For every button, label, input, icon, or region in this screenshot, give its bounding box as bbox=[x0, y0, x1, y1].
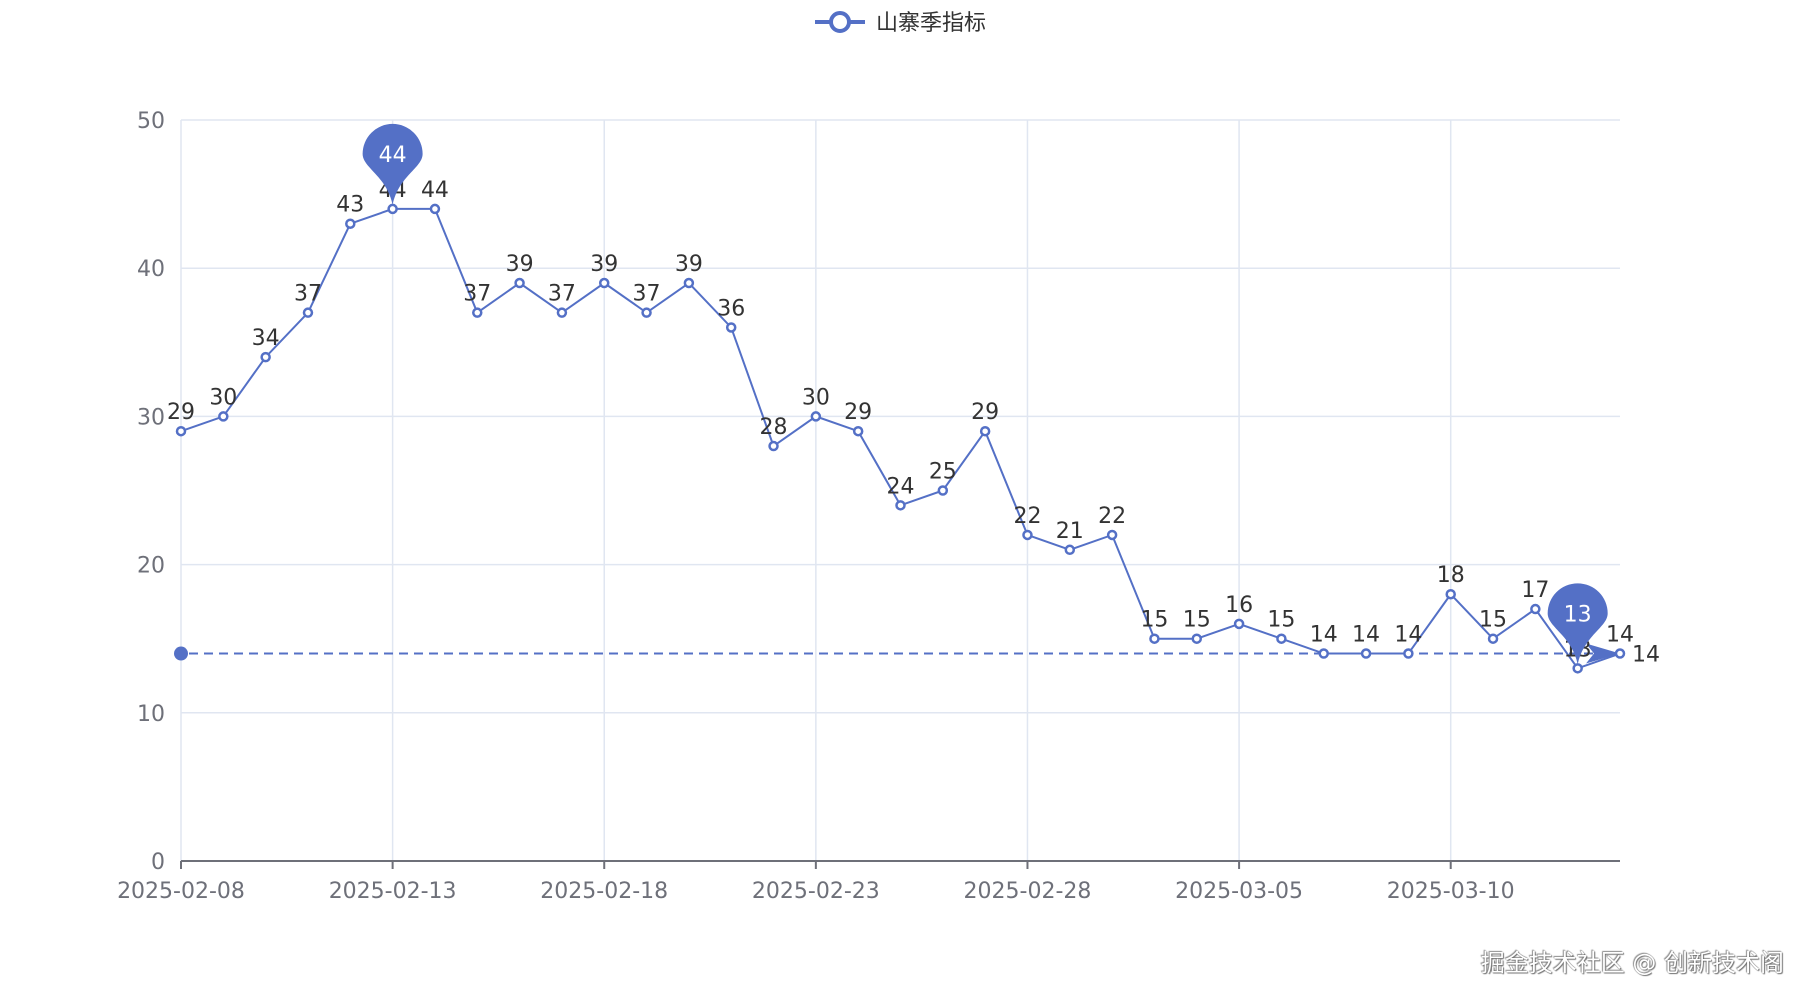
data-point[interactable] bbox=[1149, 633, 1160, 644]
x-tick-label: 2025-02-13 bbox=[329, 879, 457, 904]
data-label: 29 bbox=[844, 400, 872, 425]
y-tick-label: 30 bbox=[137, 405, 165, 430]
data-label: 39 bbox=[506, 252, 534, 277]
data-point[interactable] bbox=[260, 351, 271, 363]
pin-label: 13 bbox=[1564, 602, 1592, 627]
data-label: 14 bbox=[1352, 623, 1380, 648]
legend[interactable]: 山寨季指标 bbox=[815, 11, 986, 36]
data-point[interactable] bbox=[641, 307, 652, 318]
x-tick-label: 2025-02-18 bbox=[540, 879, 668, 904]
data-point[interactable] bbox=[1106, 529, 1118, 541]
data-label: 37 bbox=[633, 282, 661, 307]
data-label: 37 bbox=[463, 282, 491, 307]
y-tick-label: 10 bbox=[137, 702, 165, 727]
data-point[interactable] bbox=[768, 440, 779, 452]
data-label: 39 bbox=[590, 252, 618, 277]
data-point[interactable] bbox=[429, 203, 441, 215]
legend-label[interactable]: 山寨季指标 bbox=[876, 11, 986, 36]
data-label: 15 bbox=[1140, 608, 1168, 633]
data-label: 18 bbox=[1437, 563, 1465, 588]
data-point[interactable] bbox=[1572, 663, 1583, 674]
y-tick-label: 50 bbox=[137, 109, 165, 134]
data-label: 16 bbox=[1225, 593, 1253, 618]
series-line bbox=[175, 203, 1626, 674]
data-point[interactable] bbox=[1191, 633, 1203, 644]
mark-points: 44 13 bbox=[362, 123, 1608, 665]
data-point[interactable] bbox=[302, 307, 314, 318]
data-point[interactable] bbox=[1614, 648, 1626, 659]
data-label: 37 bbox=[548, 282, 576, 307]
data-label: 15 bbox=[1183, 608, 1211, 633]
data-point[interactable] bbox=[979, 425, 991, 437]
y-axis: 0 10 20 30 40 50 bbox=[137, 109, 165, 875]
data-label: 43 bbox=[336, 193, 364, 218]
x-tick-label: 2025-03-05 bbox=[1175, 879, 1303, 904]
data-labels: 2930343743444437393739373936283029242529… bbox=[167, 178, 1634, 662]
data-point[interactable] bbox=[218, 411, 229, 422]
x-axis: 2025-02-08 2025-02-13 2025-02-18 2025-02-23… bbox=[117, 860, 1620, 904]
data-point[interactable] bbox=[937, 485, 949, 496]
data-point[interactable] bbox=[683, 277, 695, 289]
data-label: 29 bbox=[167, 400, 195, 425]
data-point[interactable] bbox=[1233, 618, 1245, 630]
data-point[interactable] bbox=[1276, 633, 1287, 644]
data-label: 30 bbox=[802, 385, 830, 410]
data-label: 21 bbox=[1056, 519, 1084, 544]
data-label: 17 bbox=[1521, 578, 1549, 603]
data-label: 22 bbox=[1098, 504, 1126, 529]
data-point[interactable] bbox=[387, 203, 398, 215]
pin-max[interactable] bbox=[362, 123, 423, 205]
data-label: 29 bbox=[971, 400, 999, 425]
data-point[interactable] bbox=[1487, 633, 1499, 644]
data-label: 34 bbox=[252, 326, 280, 351]
data-label: 44 bbox=[421, 178, 449, 203]
legend-icon bbox=[829, 11, 851, 33]
data-label: 14 bbox=[1606, 623, 1634, 648]
data-point[interactable] bbox=[852, 425, 864, 437]
data-label: 24 bbox=[887, 474, 915, 499]
data-label: 39 bbox=[675, 252, 703, 277]
data-label: 15 bbox=[1267, 608, 1295, 633]
y-tick-label: 20 bbox=[137, 554, 165, 579]
pin-min[interactable] bbox=[1547, 583, 1608, 665]
x-tick-label: 2025-02-08 bbox=[117, 879, 245, 904]
data-point[interactable] bbox=[1530, 603, 1541, 615]
data-label: 37 bbox=[294, 282, 322, 307]
pin-label: 44 bbox=[379, 143, 407, 168]
data-label: 22 bbox=[1013, 504, 1041, 529]
data-label: 28 bbox=[760, 415, 788, 440]
data-point[interactable] bbox=[598, 277, 610, 289]
data-point[interactable] bbox=[514, 277, 525, 289]
grid-lines bbox=[180, 119, 1620, 861]
data-point[interactable] bbox=[175, 425, 187, 437]
x-tick-label: 2025-02-28 bbox=[964, 879, 1092, 904]
x-tick-label: 2025-03-10 bbox=[1387, 879, 1515, 904]
data-point[interactable] bbox=[895, 500, 906, 511]
data-label: 14 bbox=[1394, 623, 1422, 648]
data-point[interactable] bbox=[1403, 648, 1414, 659]
data-point[interactable] bbox=[1064, 544, 1076, 556]
y-tick-label: 0 bbox=[151, 850, 165, 875]
y-tick-label: 40 bbox=[137, 257, 165, 282]
data-point[interactable] bbox=[810, 411, 822, 422]
data-point[interactable] bbox=[725, 322, 737, 333]
data-label: 14 bbox=[1310, 623, 1338, 648]
x-tick-label: 2025-02-23 bbox=[752, 879, 880, 904]
data-point[interactable] bbox=[1022, 529, 1033, 541]
data-label: 15 bbox=[1479, 608, 1507, 633]
data-label: 36 bbox=[717, 296, 745, 321]
data-point[interactable] bbox=[556, 307, 568, 318]
data-point[interactable] bbox=[472, 307, 483, 318]
data-point[interactable] bbox=[1445, 588, 1456, 600]
watermark: 掘金技术社区 @ 创新技术阁 bbox=[1480, 949, 1784, 977]
data-point[interactable] bbox=[345, 218, 356, 229]
data-label: 25 bbox=[929, 460, 957, 485]
mark-line-label: 14 bbox=[1632, 643, 1660, 668]
data-label: 30 bbox=[209, 385, 237, 410]
average-mark-line: 14 bbox=[174, 643, 1660, 668]
data-point[interactable] bbox=[1318, 648, 1329, 659]
data-point[interactable] bbox=[1360, 648, 1372, 659]
